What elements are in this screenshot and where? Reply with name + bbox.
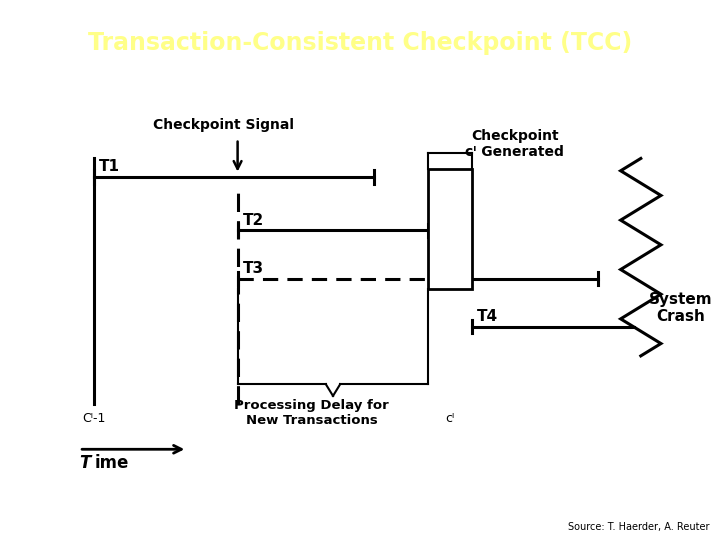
Text: Transaction-Consistent Checkpoint (TCC): Transaction-Consistent Checkpoint (TCC) [88, 31, 632, 55]
Text: Cᴵ-1: Cᴵ-1 [82, 412, 105, 425]
Text: T2: T2 [243, 213, 265, 228]
Text: cᴵ: cᴵ [446, 412, 454, 425]
Text: System
Crash: System Crash [649, 292, 712, 324]
Text: T3: T3 [243, 261, 264, 276]
Text: T4: T4 [477, 309, 498, 324]
Text: Checkpoint
cᴵ Generated: Checkpoint cᴵ Generated [465, 129, 564, 159]
Text: Processing Delay for
New Transactions: Processing Delay for New Transactions [234, 399, 389, 427]
Text: Source: T. Haerder, A. Reuter: Source: T. Haerder, A. Reuter [567, 522, 709, 532]
Text: T: T [79, 454, 91, 471]
Text: T1: T1 [99, 159, 120, 174]
Bar [428, 169, 472, 289]
Text: Checkpoint Signal: Checkpoint Signal [153, 118, 294, 132]
Text: ime: ime [95, 454, 130, 471]
